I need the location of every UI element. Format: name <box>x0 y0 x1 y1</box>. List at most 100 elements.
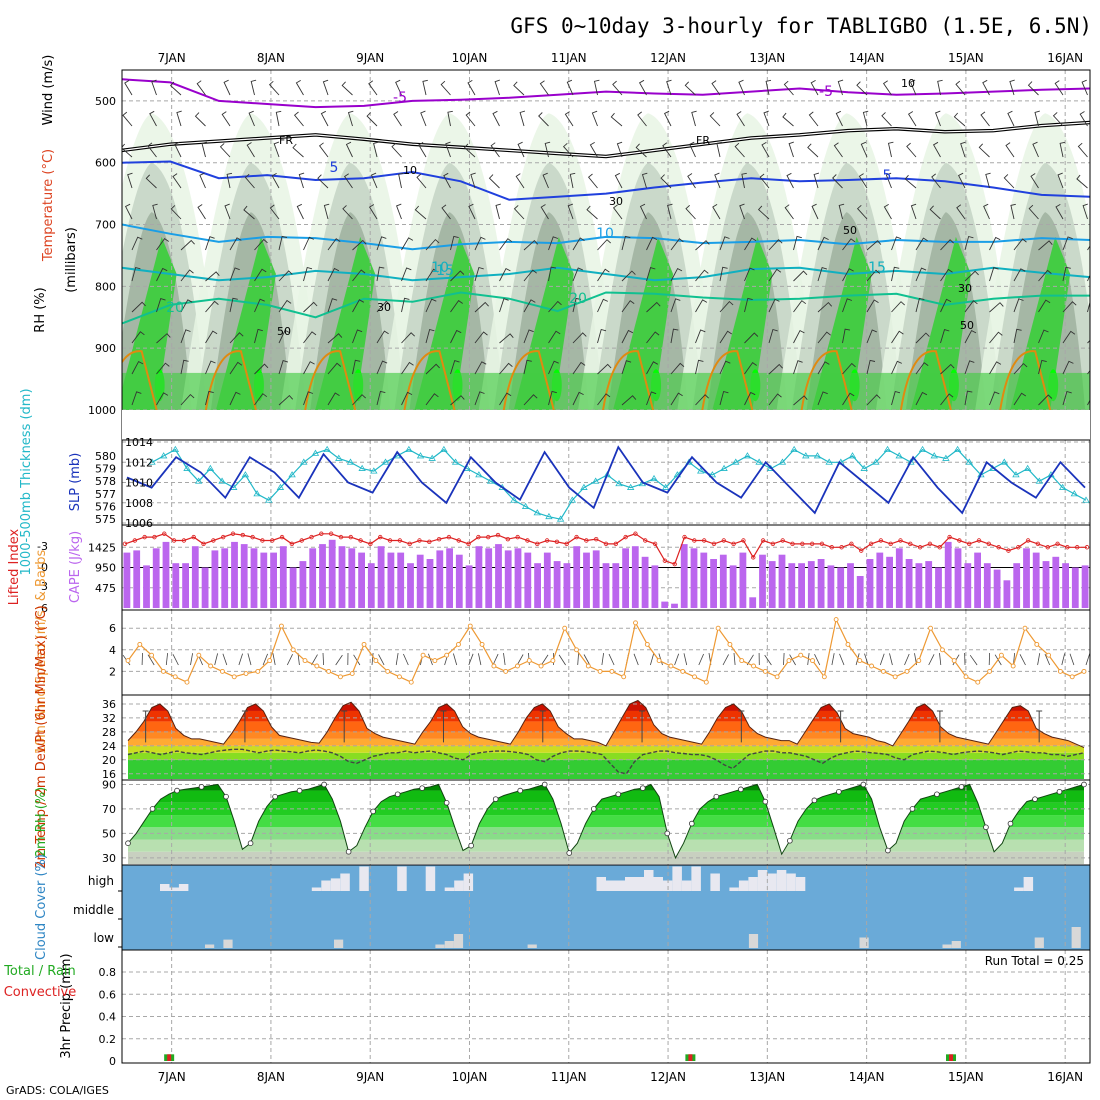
upper-wind-barb <box>1010 203 1016 220</box>
wind-speed-point <box>1034 641 1040 647</box>
lifted-index-point <box>917 545 923 550</box>
lifted-index-point <box>593 536 599 542</box>
cape-bar <box>182 563 189 608</box>
lifted-index-point <box>967 541 972 547</box>
upper-wind-barb <box>670 392 683 406</box>
lifted-index-point <box>338 534 344 540</box>
upper-wind-barb <box>145 174 157 189</box>
thickness-point <box>405 445 413 452</box>
upper-wind-barb <box>646 267 656 282</box>
wind-speed-point <box>538 663 544 669</box>
upper-wind-barb <box>910 203 917 220</box>
rh-point <box>958 784 965 790</box>
temp-minmax-bar <box>142 710 149 743</box>
surface-wind-barb <box>1069 653 1075 666</box>
wind-panel: 2 4 6 <box>109 609 1091 696</box>
rh-contour-label: 10 <box>901 77 915 90</box>
wind-speed-point <box>751 663 756 669</box>
upper-wind-barb <box>248 110 255 127</box>
upper-wind-barb <box>229 332 244 344</box>
upper-wind-barb <box>401 267 412 282</box>
thickness-point <box>358 464 366 471</box>
upper-wind-barb <box>127 172 133 189</box>
upper-wind-barb <box>591 110 598 127</box>
cloud-high-bar <box>786 873 796 891</box>
date-label-bottom: 10JAN <box>452 1070 488 1084</box>
upper-wind-barb <box>269 204 280 220</box>
upper-wind-barb <box>935 110 941 127</box>
isotherm-label: 20 <box>166 300 184 316</box>
upper-wind-barb <box>468 203 476 220</box>
cloud-high-bar <box>757 870 768 891</box>
slp-tick-label: 1012 <box>125 456 153 469</box>
upper-wind-barb <box>589 142 598 158</box>
upper-wind-barb <box>523 394 538 406</box>
upper-wind-barb <box>811 203 819 220</box>
lifted-index-point <box>397 538 403 543</box>
cape-bar <box>524 552 532 608</box>
cloud-low-bar <box>859 937 869 948</box>
thickness-point <box>475 471 483 478</box>
upper-wind-barb <box>368 204 378 220</box>
upper-wind-barb <box>499 298 509 313</box>
cloud-low-bar <box>1071 927 1081 948</box>
temp-2m-axis-label: 2m Temp / 2m DewPt (6hr Min/Max) (°C) <box>34 605 49 868</box>
lifted-index-point <box>760 538 766 543</box>
lifted-index-point <box>672 561 677 567</box>
upper-wind-barb <box>176 110 182 127</box>
surface-wind-barb <box>165 653 168 666</box>
upper-wind-barb <box>842 298 853 313</box>
wind-speed-point <box>196 652 202 658</box>
upper-wind-barb <box>915 237 928 251</box>
cape-bar <box>416 554 424 608</box>
wind-speed-point <box>160 668 166 674</box>
rh-point <box>811 797 818 804</box>
upper-wind-barb <box>593 79 600 96</box>
upper-wind-barb <box>303 361 315 375</box>
upper-wind-barb <box>519 110 526 127</box>
upper-wind-barb <box>422 79 428 96</box>
cloud-high-bar <box>330 878 341 891</box>
wind-speed-point <box>987 668 993 674</box>
rh-point <box>149 806 156 812</box>
upper-wind-barb <box>858 173 868 189</box>
surface-wind-barb <box>1044 653 1051 666</box>
cloud-high-bar <box>615 880 625 891</box>
thickness-point <box>942 454 950 461</box>
upper-wind-barb <box>513 205 525 220</box>
upper-wind-barb <box>499 362 513 375</box>
cloud-high-bar <box>662 880 673 891</box>
temp-minmax-bar <box>539 710 546 743</box>
thickness-tick-label: 577 <box>95 488 116 501</box>
upper-wind-barb <box>817 331 831 344</box>
thickness-point <box>591 477 600 484</box>
cape-bar <box>485 548 493 608</box>
cloud-low-bar <box>748 934 759 948</box>
pressure-tick-label: 1000 <box>88 404 116 417</box>
thickness-point <box>1035 477 1044 484</box>
upper-wind-barb <box>940 393 954 406</box>
upper-wind-barb <box>572 237 585 251</box>
upper-wind-barb <box>1009 79 1015 96</box>
upper-wind-barb <box>548 236 559 251</box>
upper-wind-barb <box>638 79 647 96</box>
upper-wind-barb <box>1013 238 1027 251</box>
lifted-index-point <box>741 538 746 543</box>
temp-minmax-bar <box>241 710 248 743</box>
upper-wind-barb <box>808 111 819 127</box>
cloud-high-bar <box>729 887 739 891</box>
upper-wind-barb <box>180 239 195 251</box>
thickness-point <box>428 454 436 461</box>
upper-wind-barb <box>205 330 218 344</box>
wind-speed-point <box>680 668 686 674</box>
lifted-index-tick-label: 6 <box>41 602 48 615</box>
upper-wind-barb <box>278 329 290 344</box>
upper-wind-barb <box>833 142 843 158</box>
cape-bar <box>446 548 453 608</box>
wind-speed-point <box>644 641 650 647</box>
upper-wind-barb <box>842 362 856 375</box>
upper-wind-barb <box>915 391 928 406</box>
upper-wind-barb <box>376 360 388 375</box>
thickness-point <box>370 467 378 474</box>
upper-wind-barb <box>909 79 917 96</box>
